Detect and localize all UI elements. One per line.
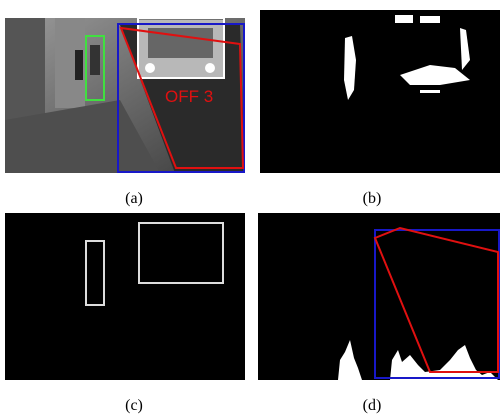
caption: (a)	[125, 190, 143, 207]
panel-d	[258, 213, 500, 380]
panel-b	[260, 10, 500, 173]
blob	[420, 16, 440, 23]
figure: OFF 3 (a) (b) (c) (d)	[0, 0, 501, 416]
background	[5, 213, 245, 380]
panel-c	[5, 213, 245, 380]
blob	[420, 90, 440, 93]
blob	[395, 15, 413, 23]
person	[90, 45, 100, 75]
caption: (c)	[125, 397, 143, 414]
person	[75, 50, 83, 80]
light	[145, 63, 155, 73]
light	[205, 63, 215, 73]
annotation: OFF 3	[165, 87, 213, 106]
panel-a: OFF 3	[5, 18, 245, 173]
caption: (b)	[363, 190, 382, 207]
caption: (d)	[363, 397, 382, 414]
